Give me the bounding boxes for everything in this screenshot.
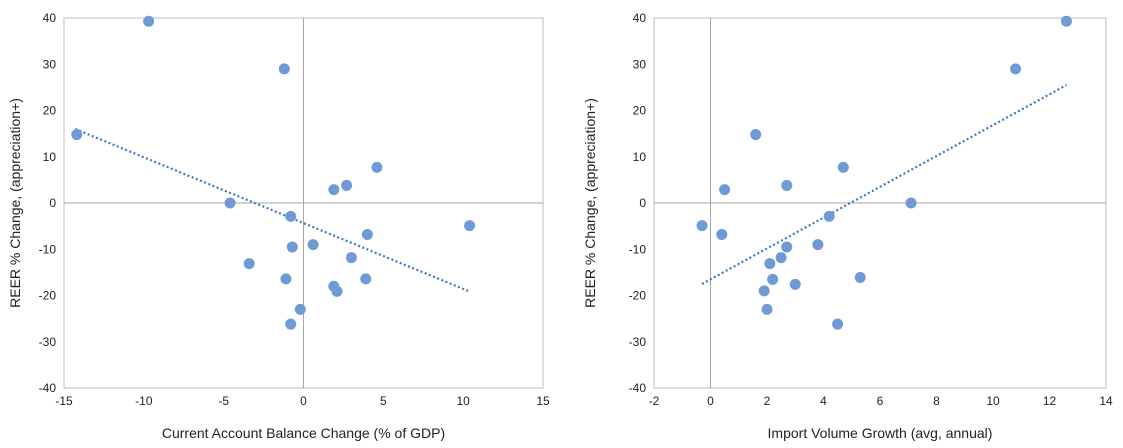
y-tick-label: 40 [43, 11, 57, 25]
data-point [812, 239, 824, 251]
x-tick-label: 15 [536, 394, 550, 408]
x-tick-label: 10 [986, 394, 1000, 408]
y-tick-label: -20 [39, 289, 57, 303]
data-point [837, 161, 849, 173]
y-tick-label: 20 [633, 104, 647, 118]
y-tick-label: 40 [633, 11, 647, 25]
data-point [361, 228, 373, 240]
data-point [781, 241, 793, 253]
data-point [832, 318, 844, 330]
y-tick-label: 10 [633, 150, 647, 164]
x-tick-label: -15 [55, 394, 73, 408]
x-tick-label: -10 [135, 394, 153, 408]
data-point [371, 161, 383, 173]
x-tick-label: 8 [933, 394, 940, 408]
data-point [789, 278, 801, 290]
data-point [854, 271, 866, 283]
x-tick-label: 0 [707, 394, 714, 408]
y-tick-label: 30 [43, 57, 57, 71]
y-tick-label: -30 [39, 335, 57, 349]
data-point [71, 129, 83, 141]
y-tick-label: 0 [49, 196, 56, 210]
x-tick-label: 14 [1099, 394, 1113, 408]
y-tick-label: 20 [43, 104, 57, 118]
y-tick-label: 10 [43, 150, 57, 164]
y-tick-label: -10 [629, 242, 647, 256]
data-point [345, 252, 357, 264]
data-point [905, 197, 917, 209]
x-tick-label: 0 [300, 394, 307, 408]
data-point [278, 63, 290, 75]
data-point [750, 129, 762, 141]
y-tick-label: -40 [629, 381, 647, 395]
x-tick-label: 6 [877, 394, 884, 408]
x-tick-label: 4 [820, 394, 827, 408]
data-point [764, 258, 776, 270]
data-point [823, 210, 835, 222]
data-point [341, 179, 353, 191]
x-tick-label: 5 [380, 394, 387, 408]
trendline [74, 127, 469, 292]
data-point [285, 210, 297, 222]
y-tick-label: 0 [639, 196, 646, 210]
y-tick-label: -10 [39, 242, 57, 256]
trendline [701, 84, 1067, 285]
data-point [280, 273, 292, 285]
data-point [767, 273, 779, 285]
data-point [716, 228, 728, 240]
y-tick-label: -30 [629, 335, 647, 349]
data-point [285, 318, 297, 330]
data-point [696, 220, 708, 232]
y-tick-label: 30 [633, 57, 647, 71]
y-axis-title: REER % Change, (appreciation+) [7, 98, 23, 308]
data-point [328, 184, 340, 196]
data-point [761, 303, 773, 315]
x-axis-title: Current Account Balance Change (% of GDP… [162, 425, 445, 441]
data-point [243, 258, 255, 270]
data-point [294, 303, 306, 315]
data-point [1010, 63, 1022, 75]
data-point [331, 285, 343, 297]
data-point [781, 179, 793, 191]
data-point [286, 241, 298, 253]
data-point [1060, 15, 1072, 27]
y-tick-label: -40 [39, 381, 57, 395]
x-tick-label: 2 [764, 394, 771, 408]
y-axis-title: REER % Change, (appreciation+) [582, 98, 598, 308]
x-tick-label: -5 [218, 394, 229, 408]
data-point [224, 197, 236, 209]
x-axis-title: Import Volume Growth (avg, annual) [768, 425, 993, 441]
chart-current-account: -40 -30 -20 -10 0 10 20 30 40 -15 -10 -5 0 5 10 15 Curre… [7, 11, 550, 441]
x-tick-label: -2 [649, 394, 660, 408]
data-point [143, 15, 155, 27]
x-tick-label: 12 [1043, 394, 1057, 408]
data-point [758, 285, 770, 297]
x-tick-label: 10 [456, 394, 470, 408]
data-point [360, 273, 372, 285]
data-point [464, 220, 476, 232]
data-point [307, 239, 319, 251]
data-point [775, 252, 787, 264]
y-tick-label: -20 [629, 289, 647, 303]
data-point [719, 184, 731, 196]
